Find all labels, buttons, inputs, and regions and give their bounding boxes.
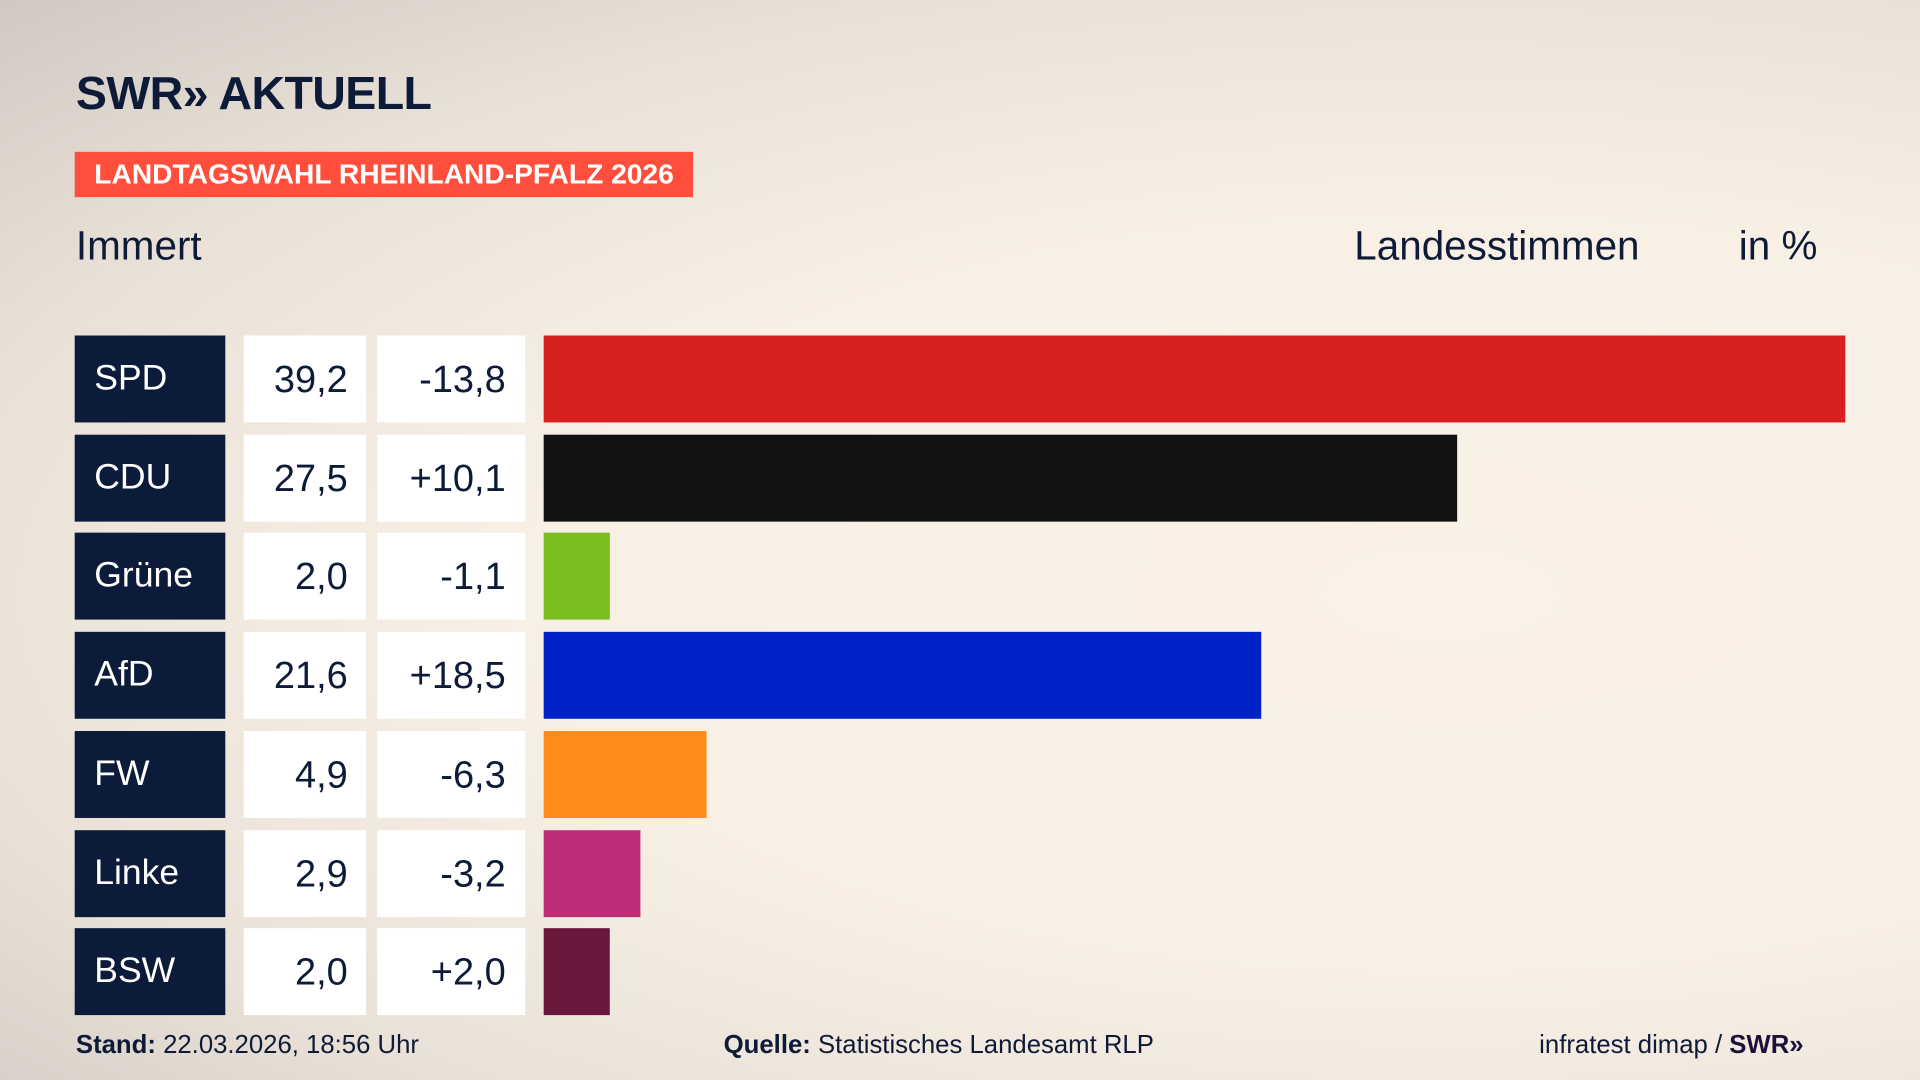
bar-cdu bbox=[543, 434, 1457, 522]
stand-value: 22.03.2026, 18:56 Uhr bbox=[163, 1031, 419, 1060]
measure-label: Landesstimmen bbox=[1354, 222, 1640, 269]
value-label: 39,2 bbox=[243, 335, 367, 423]
swr-logo: SWR» bbox=[1729, 1031, 1804, 1060]
value-label: 21,6 bbox=[243, 631, 367, 719]
source: Quelle: Statistisches Landesamt RLP bbox=[724, 1031, 1154, 1060]
diff-label: +2,0 bbox=[377, 928, 526, 1016]
credit: infratest dimap / SWR» bbox=[1539, 1031, 1803, 1060]
party-label: Linke bbox=[74, 829, 226, 917]
diff-label: -3,2 bbox=[377, 829, 526, 917]
source-value: Statistisches Landesamt RLP bbox=[817, 1031, 1154, 1060]
diff-label: -1,1 bbox=[377, 533, 526, 621]
diff-label: -6,3 bbox=[377, 730, 526, 818]
bar-spd bbox=[543, 335, 1846, 423]
stand-label: Stand: bbox=[75, 1031, 156, 1060]
source-label: Quelle: bbox=[723, 1031, 811, 1060]
bar-afd bbox=[543, 631, 1261, 719]
party-label: FW bbox=[74, 730, 226, 818]
party-label: SPD bbox=[74, 335, 226, 423]
party-label: Grüne bbox=[74, 533, 226, 621]
value-label: 2,0 bbox=[243, 928, 367, 1016]
diff-label: -13,8 bbox=[377, 335, 526, 423]
location-label: Immert bbox=[75, 222, 202, 269]
bar-bsw bbox=[543, 928, 611, 1016]
party-label: BSW bbox=[74, 928, 226, 1016]
value-label: 27,5 bbox=[243, 434, 367, 522]
diff-label: +10,1 bbox=[377, 434, 526, 522]
value-label: 4,9 bbox=[243, 730, 367, 818]
timestamp: Stand: 22.03.2026, 18:56 Uhr bbox=[76, 1031, 419, 1060]
bar-grüne bbox=[543, 533, 611, 621]
credit-text: infratest dimap / bbox=[1539, 1031, 1730, 1060]
diff-label: +18,5 bbox=[377, 631, 526, 719]
value-label: 2,9 bbox=[243, 829, 367, 917]
party-label: CDU bbox=[74, 434, 226, 522]
swr-aktuell-logo: SWR» AKTUELL bbox=[75, 68, 432, 121]
unit-label: in % bbox=[1738, 222, 1818, 269]
bar-fw bbox=[543, 730, 707, 818]
bar-linke bbox=[543, 829, 640, 917]
election-banner: LANDTAGSWAHL RHEINLAND-PFALZ 2026 bbox=[74, 151, 694, 198]
party-label: AfD bbox=[74, 631, 226, 719]
value-label: 2,0 bbox=[243, 533, 367, 621]
